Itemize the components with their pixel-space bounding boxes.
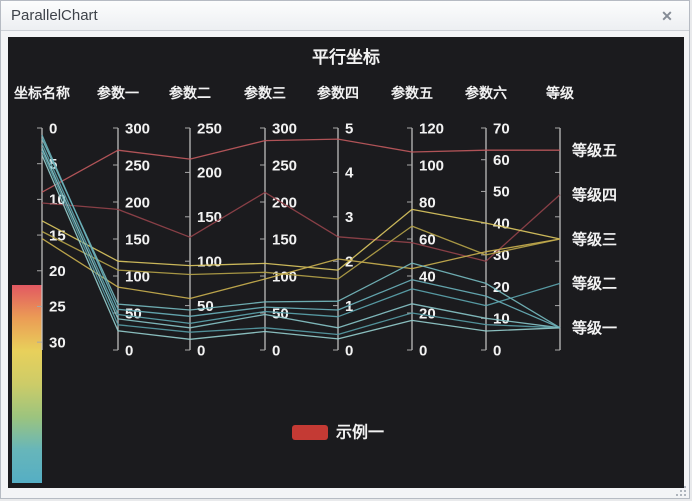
level-label: 等级一 (572, 319, 617, 337)
axis-tick-label: 150 (197, 209, 222, 226)
axis-tick-label: 4 (345, 165, 354, 182)
axis-tick-label: 60 (419, 231, 436, 248)
parallel-line (41, 143, 561, 325)
axis-tick-label: 150 (125, 231, 150, 248)
axis-header: 参数三 (244, 85, 286, 101)
axis-tick-label: 100 (419, 157, 444, 174)
axis-tick-label: 50 (493, 184, 510, 201)
axis-tick-label: 80 (419, 194, 436, 211)
legend-swatch[interactable] (292, 425, 328, 440)
parallel-line (41, 138, 561, 329)
axis-header: 参数五 (391, 85, 433, 101)
title-bar[interactable]: ParallelChart ✕ (1, 1, 689, 31)
axis-header: 参数四 (317, 85, 359, 101)
axis-tick-label: 0 (345, 342, 353, 359)
axis-tick-label: 120 (419, 120, 444, 137)
axis-tick-label: 60 (493, 152, 510, 169)
legend-item[interactable]: 示例一 (292, 423, 384, 442)
axis-tick-label: 100 (197, 253, 222, 270)
axis-tick-label: 200 (272, 194, 297, 211)
parallel-line (41, 238, 561, 300)
axis-tick-label: 50 (197, 298, 214, 315)
axis-tick-label: 20 (49, 263, 66, 280)
window-title: ParallelChart (11, 7, 98, 24)
parallel-line (41, 208, 561, 271)
axis-tick-label: 0 (197, 342, 205, 359)
axis-tick-label: 200 (197, 165, 222, 182)
axis-tick-label: 250 (272, 157, 297, 174)
axis-tick-label: 20 (493, 279, 510, 296)
axis-tick-label: 150 (272, 231, 297, 248)
parallel-line (41, 147, 561, 329)
axis-tick-label: 0 (272, 342, 280, 359)
axis-tick-label: 25 (49, 299, 66, 316)
axis-header: 参数一 (97, 85, 139, 101)
axis-tick-label: 40 (493, 215, 510, 232)
axis-tick-label: 70 (493, 120, 510, 137)
axis-tick-label: 10 (493, 311, 510, 328)
close-icon: ✕ (661, 7, 673, 24)
axis-tick-label: 300 (125, 120, 150, 137)
parallel-line (41, 154, 561, 340)
visual-map-gradient (12, 285, 42, 483)
axis-tick-label: 50 (125, 305, 142, 322)
axis-tick-label: 300 (272, 120, 297, 137)
axis-tick-label: 200 (125, 194, 150, 211)
axis-tick-label: 1 (345, 298, 353, 315)
axis-tick-label: 3 (345, 209, 353, 226)
axis-tick-label: 0 (419, 342, 427, 359)
axis-tick-label: 5 (345, 120, 353, 137)
axis-header: 坐标名称 (14, 85, 70, 101)
axis-tick-label: 30 (49, 334, 66, 351)
axis-header: 参数二 (169, 85, 211, 101)
level-label: 等级二 (572, 275, 617, 293)
axis-header: 参数六 (465, 85, 507, 101)
chart-panel: 平行坐标 坐标名称 参数一 参数二 参数三 参数四 参数五 参数六 等级 0 5 10 15 20 25 30… (8, 37, 684, 488)
chart-title: 平行坐标 (312, 47, 380, 67)
parallel-line (41, 134, 561, 329)
parallel-line (41, 138, 560, 193)
axis-tick-label: 250 (197, 120, 222, 137)
axis-header: 等级 (546, 85, 575, 101)
level-label: 等级四 (572, 186, 617, 204)
parallel-line (41, 225, 561, 280)
resize-grip[interactable] (674, 484, 686, 496)
level-label: 等级五 (572, 141, 617, 159)
axis-tick-label: 0 (125, 342, 133, 359)
legend-label[interactable]: 示例一 (336, 423, 384, 442)
parallel-line (41, 191, 561, 262)
axis-tick-label: 40 (419, 268, 436, 285)
axis-tick-label: 250 (125, 157, 150, 174)
close-button[interactable]: ✕ (655, 5, 679, 27)
axis-tick-label: 100 (125, 268, 150, 285)
axis-tick-label: 0 (493, 342, 501, 359)
level-label: 等级三 (572, 230, 617, 248)
parallel-line (41, 150, 561, 336)
axis-tick-label: 0 (49, 120, 57, 137)
axis-tick-label: 20 (419, 305, 436, 322)
axis-tick-label: 2 (345, 253, 353, 270)
